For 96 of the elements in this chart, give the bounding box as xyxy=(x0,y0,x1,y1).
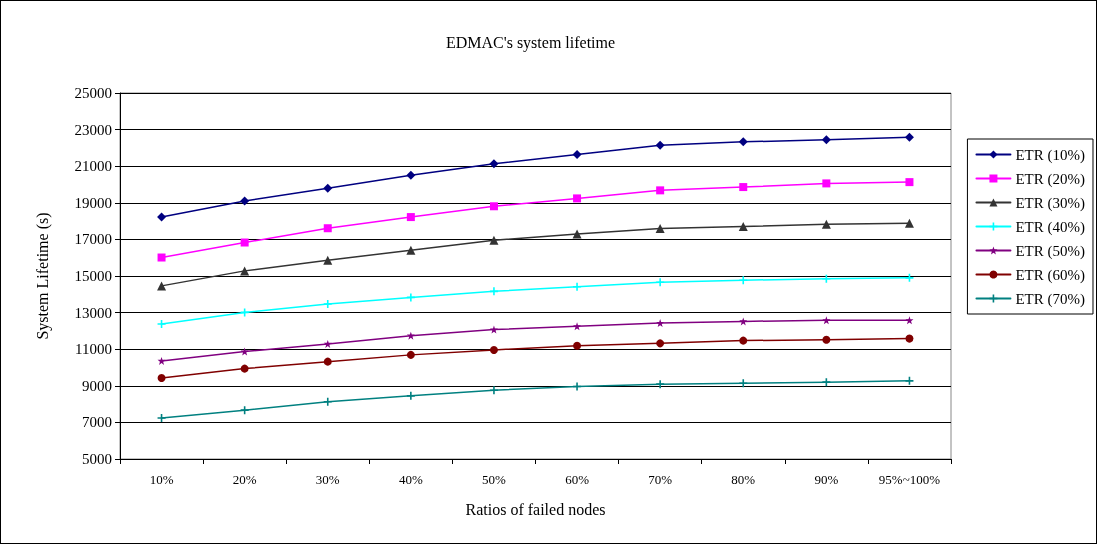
y-tick-label: 11000 xyxy=(75,341,112,358)
point xyxy=(573,282,582,291)
x-tick-label: 50% xyxy=(482,472,507,487)
point xyxy=(904,132,914,142)
x-tick-label: 90% xyxy=(814,472,839,487)
legend-label: ETR (10%) xyxy=(1015,146,1086,164)
point xyxy=(738,137,748,147)
point xyxy=(739,317,748,326)
point xyxy=(157,319,166,328)
point xyxy=(323,300,332,308)
point xyxy=(573,194,582,203)
point xyxy=(573,341,582,350)
point xyxy=(406,391,415,400)
y-tick-label: 23000 xyxy=(74,121,112,138)
point xyxy=(157,414,166,423)
point xyxy=(489,287,498,296)
point xyxy=(323,224,332,233)
point xyxy=(822,179,831,188)
point xyxy=(157,212,167,222)
x-tick-label: 70% xyxy=(648,472,673,487)
point xyxy=(739,276,748,285)
y-tick-label: 25000 xyxy=(74,85,112,101)
point xyxy=(240,406,249,415)
legend-label: ETR (60%) xyxy=(1015,266,1086,284)
point xyxy=(739,379,748,388)
point xyxy=(323,255,333,265)
x-axis-title: Ratios of failed nodes xyxy=(465,500,606,518)
legend-label: ETR (30%) xyxy=(1015,194,1086,212)
x-tick-label: 20% xyxy=(232,472,257,487)
point xyxy=(656,186,665,195)
x-tick-label: 80% xyxy=(731,472,756,487)
y-tick-label: 21000 xyxy=(74,158,112,175)
point xyxy=(822,378,831,387)
point xyxy=(406,170,416,180)
point xyxy=(739,183,748,192)
point xyxy=(240,196,250,206)
y-axis-title: System Lifetime (s) xyxy=(33,212,52,340)
point xyxy=(656,380,665,389)
point xyxy=(489,386,498,395)
point xyxy=(406,213,415,222)
point xyxy=(323,357,332,366)
x-tick-label: 40% xyxy=(398,472,423,487)
y-tick-label: 15000 xyxy=(74,268,112,284)
point xyxy=(905,376,914,385)
y-tick-label: 5000 xyxy=(82,451,112,467)
y-tick-label: 17000 xyxy=(74,231,112,248)
legend-label: ETR (40%) xyxy=(1015,218,1086,236)
point xyxy=(157,281,167,291)
y-tick-label: 13000 xyxy=(74,304,112,321)
x-tick-label: 30% xyxy=(315,472,340,487)
point xyxy=(489,202,498,211)
point xyxy=(822,316,831,325)
point xyxy=(739,336,748,345)
point xyxy=(406,245,416,255)
legend-label: ETR (20%) xyxy=(1015,170,1086,188)
point xyxy=(905,178,914,187)
legend-label: ETR (50%) xyxy=(1015,242,1086,260)
point xyxy=(905,316,914,325)
point xyxy=(821,219,831,229)
x-tick-label: 95%~100% xyxy=(878,472,941,487)
point xyxy=(573,322,582,331)
point xyxy=(240,238,249,247)
point xyxy=(323,339,332,348)
point xyxy=(822,274,831,283)
point xyxy=(489,325,498,334)
point xyxy=(572,149,582,159)
y-tick-label: 19000 xyxy=(74,194,112,211)
point xyxy=(406,293,415,302)
point xyxy=(489,235,499,245)
point xyxy=(573,382,582,391)
point xyxy=(905,273,914,282)
point xyxy=(157,253,166,262)
point xyxy=(157,356,166,365)
x-tick-label: 60% xyxy=(565,472,590,487)
point xyxy=(822,335,831,344)
point xyxy=(656,339,665,348)
y-tick-label: 9000 xyxy=(82,377,112,394)
point xyxy=(323,397,332,406)
point xyxy=(655,140,665,150)
point xyxy=(323,183,333,193)
point xyxy=(656,278,665,287)
chart-title: EDMAC's system lifetime xyxy=(446,33,616,52)
point xyxy=(157,373,166,382)
point xyxy=(656,319,665,328)
point xyxy=(489,345,498,354)
x-tick-label: 10% xyxy=(149,472,174,487)
point xyxy=(821,135,831,145)
y-tick-label: 7000 xyxy=(82,414,112,431)
point xyxy=(904,218,914,228)
point xyxy=(905,334,914,343)
legend-label: ETR (70%) xyxy=(1015,290,1086,308)
point xyxy=(240,347,249,356)
point xyxy=(240,364,249,373)
point xyxy=(655,224,665,234)
point xyxy=(489,159,499,169)
point xyxy=(406,350,415,359)
